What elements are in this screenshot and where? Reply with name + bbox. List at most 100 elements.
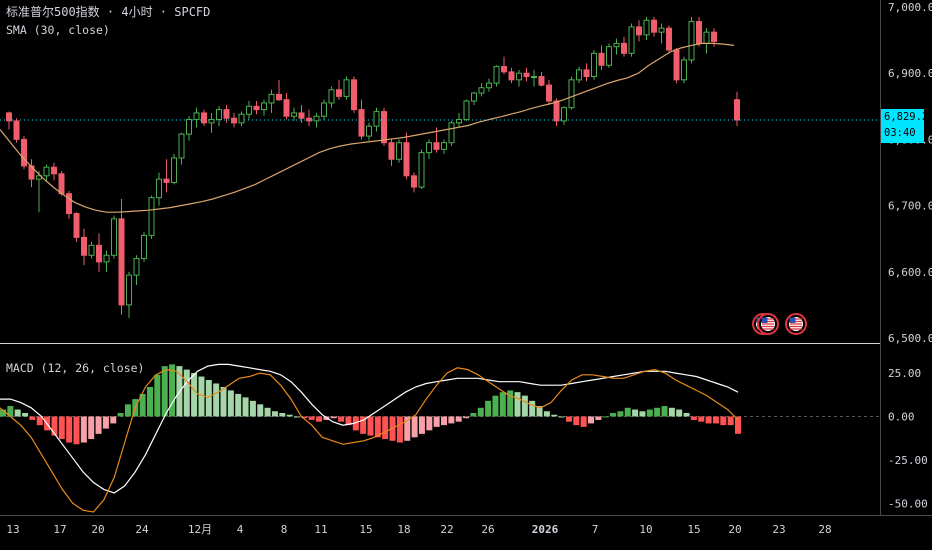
candle[interactable]	[283, 93, 290, 120]
candle[interactable]	[621, 36, 627, 57]
candle[interactable]	[126, 271, 132, 319]
candle[interactable]	[538, 71, 545, 87]
us-flag-icon[interactable]	[785, 313, 807, 335]
candle[interactable]	[343, 76, 350, 100]
candle[interactable]	[193, 107, 200, 128]
sma-legend[interactable]: SMA (30, close)	[6, 23, 110, 37]
candle[interactable]	[456, 112, 462, 128]
candle[interactable]	[336, 79, 342, 100]
candle[interactable]	[501, 56, 507, 75]
candle[interactable]	[223, 104, 230, 123]
candle[interactable]	[523, 67, 530, 82]
macd-legend[interactable]: MACD (12, 26, close)	[6, 361, 145, 375]
candle[interactable]	[141, 232, 147, 262]
candle[interactable]	[591, 50, 597, 80]
macd-pane[interactable]	[0, 363, 880, 513]
candle[interactable]	[636, 20, 642, 42]
candle[interactable]	[673, 48, 680, 84]
candle[interactable]	[13, 118, 20, 143]
candle[interactable]	[441, 139, 447, 154]
price-pane[interactable]	[0, 16, 880, 319]
candle[interactable]	[351, 76, 357, 113]
candle[interactable]	[6, 111, 12, 130]
candle[interactable]	[568, 76, 575, 110]
signal-line[interactable]	[0, 363, 739, 494]
candle[interactable]	[418, 149, 425, 190]
candle[interactable]	[51, 162, 57, 181]
candle[interactable]	[238, 111, 245, 127]
candle[interactable]	[66, 191, 72, 219]
candle[interactable]	[426, 139, 432, 160]
candle[interactable]	[553, 98, 560, 127]
candle[interactable]	[508, 67, 515, 84]
candle[interactable]	[651, 16, 657, 37]
candle[interactable]	[208, 112, 215, 133]
candle[interactable]	[178, 132, 185, 165]
candle[interactable]	[111, 215, 117, 259]
candle[interactable]	[666, 25, 672, 54]
candle[interactable]	[118, 198, 125, 315]
candle[interactable]	[81, 228, 87, 266]
candle[interactable]	[546, 79, 552, 105]
candle[interactable]	[231, 112, 237, 128]
candle[interactable]	[613, 38, 620, 55]
candle[interactable]	[43, 164, 50, 181]
price-axis[interactable]: 7,000.006,900.006,800.006,700.006,600.00…	[888, 1, 932, 345]
candle[interactable]	[313, 112, 320, 128]
candle[interactable]	[366, 122, 372, 141]
candle[interactable]	[186, 116, 192, 141]
candle[interactable]	[73, 212, 80, 243]
candle[interactable]	[328, 86, 335, 108]
event-markers[interactable]	[752, 313, 807, 335]
candle[interactable]	[268, 89, 275, 113]
chart-title[interactable]: 标准普尔500指数 · 4小时 · SPCFD	[6, 5, 211, 19]
candle[interactable]	[163, 159, 170, 193]
candle[interactable]	[261, 99, 267, 116]
candle[interactable]	[321, 99, 327, 120]
candle[interactable]	[576, 66, 582, 84]
candle[interactable]	[156, 172, 162, 206]
candle[interactable]	[96, 233, 102, 272]
candle[interactable]	[471, 91, 477, 105]
sma-line[interactable]	[0, 42, 735, 213]
candle[interactable]	[253, 101, 260, 115]
candle[interactable]	[88, 242, 95, 259]
candle[interactable]	[606, 43, 612, 68]
candle[interactable]	[681, 56, 687, 84]
candle[interactable]	[148, 195, 155, 239]
macd-axis[interactable]: 25.00 0.00 -25.00 -50.00	[888, 367, 928, 510]
candle[interactable]	[291, 107, 297, 121]
candle[interactable]	[598, 45, 605, 70]
candle[interactable]	[561, 106, 567, 125]
candle[interactable]	[493, 65, 500, 87]
candle[interactable]	[216, 106, 222, 127]
candle[interactable]	[403, 132, 410, 180]
macd-line[interactable]	[0, 367, 739, 513]
candle[interactable]	[373, 107, 380, 132]
candle[interactable]	[246, 101, 252, 120]
candle[interactable]	[658, 23, 665, 44]
candle[interactable]	[298, 104, 305, 123]
candle[interactable]	[643, 16, 650, 41]
candle[interactable]	[28, 159, 35, 188]
candle[interactable]	[583, 63, 590, 82]
candle[interactable]	[628, 23, 635, 57]
candle[interactable]	[486, 78, 492, 92]
candle[interactable]	[411, 172, 417, 193]
candle[interactable]	[448, 120, 455, 147]
candle[interactable]	[358, 99, 365, 140]
candle[interactable]	[696, 16, 702, 47]
candle[interactable]	[201, 109, 207, 127]
candle[interactable]	[133, 255, 140, 286]
candle[interactable]	[276, 79, 282, 102]
candle[interactable]	[516, 69, 522, 87]
candle[interactable]	[734, 91, 740, 127]
candle[interactable]	[171, 153, 177, 185]
us-flag-icon[interactable]	[757, 313, 779, 335]
candle[interactable]	[388, 139, 395, 166]
time-axis[interactable]: 13 17 20 24 12月 4 8 11 15 18 22 26 2026 7 10 15 20 23 28	[6, 523, 831, 536]
candle[interactable]	[531, 69, 537, 87]
candle[interactable]	[688, 16, 695, 64]
candle[interactable]	[463, 99, 470, 121]
